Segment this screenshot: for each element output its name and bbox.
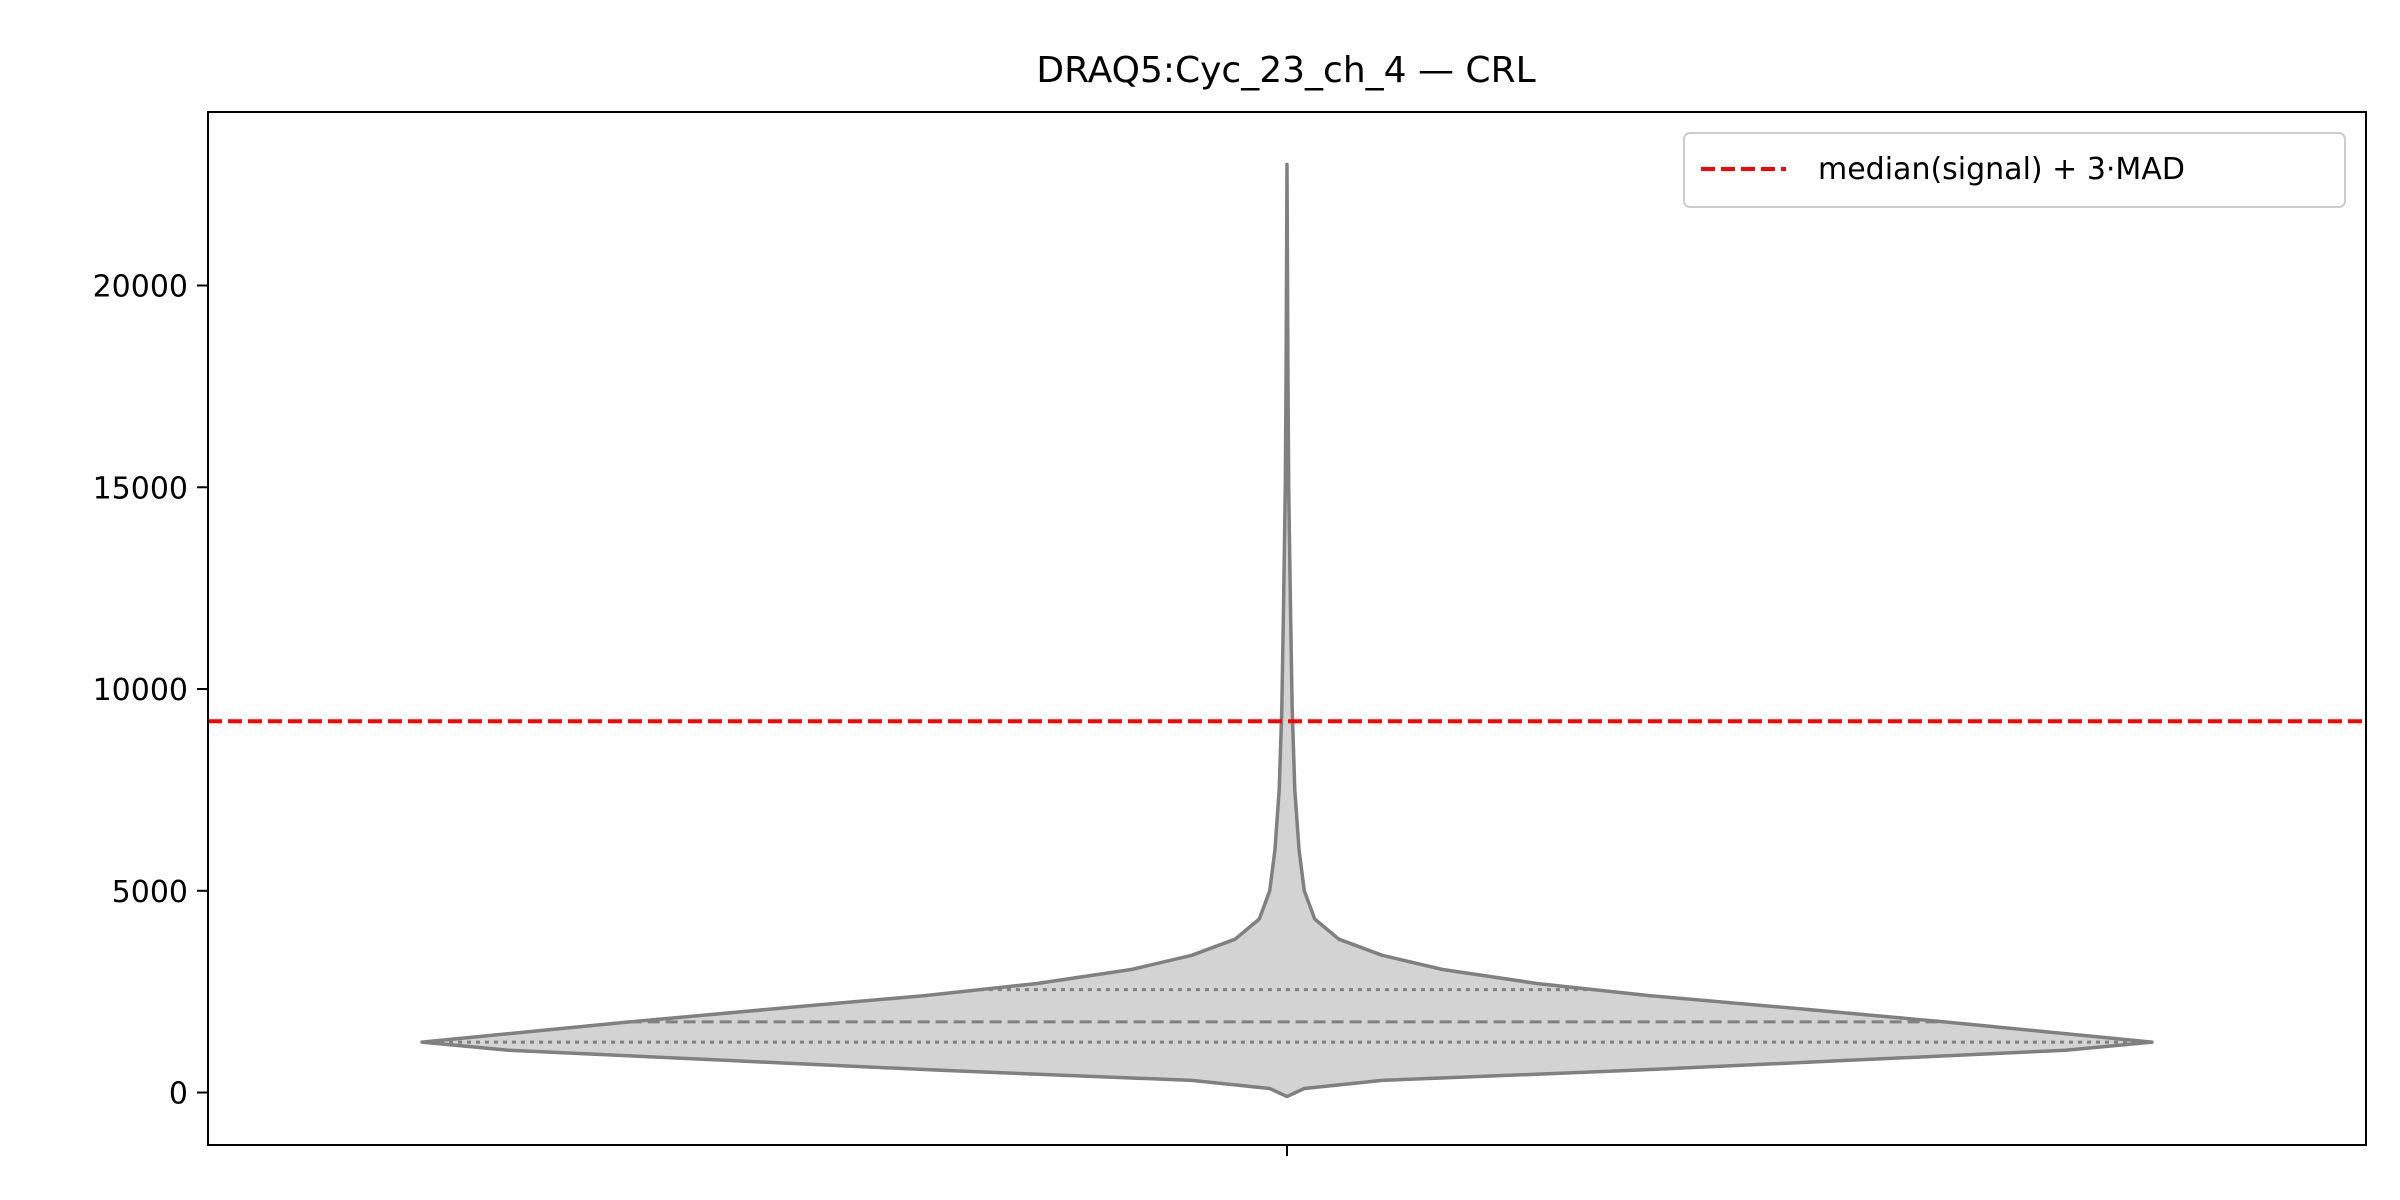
- violin-body: [420, 162, 2154, 1099]
- y-tick-label: 0: [169, 1077, 188, 1112]
- chart-title: DRAQ5:Cyc_23_ch_4 — CRL: [1036, 50, 1535, 91]
- y-tick-label: 10000: [93, 673, 188, 708]
- y-tick-label: 20000: [93, 270, 188, 305]
- y-tick-label: 15000: [93, 471, 188, 506]
- legend: median(signal) + 3·MAD: [1683, 132, 2346, 208]
- legend-box: [1683, 132, 2346, 208]
- violin-layer: [420, 162, 2154, 1099]
- plot-area: [207, 111, 2367, 1146]
- y-axis: 0 5000 10000 15000 20000: [93, 270, 208, 1112]
- y-tick-label: 5000: [112, 875, 188, 910]
- legend-label: median(signal) + 3·MAD: [1818, 152, 2185, 187]
